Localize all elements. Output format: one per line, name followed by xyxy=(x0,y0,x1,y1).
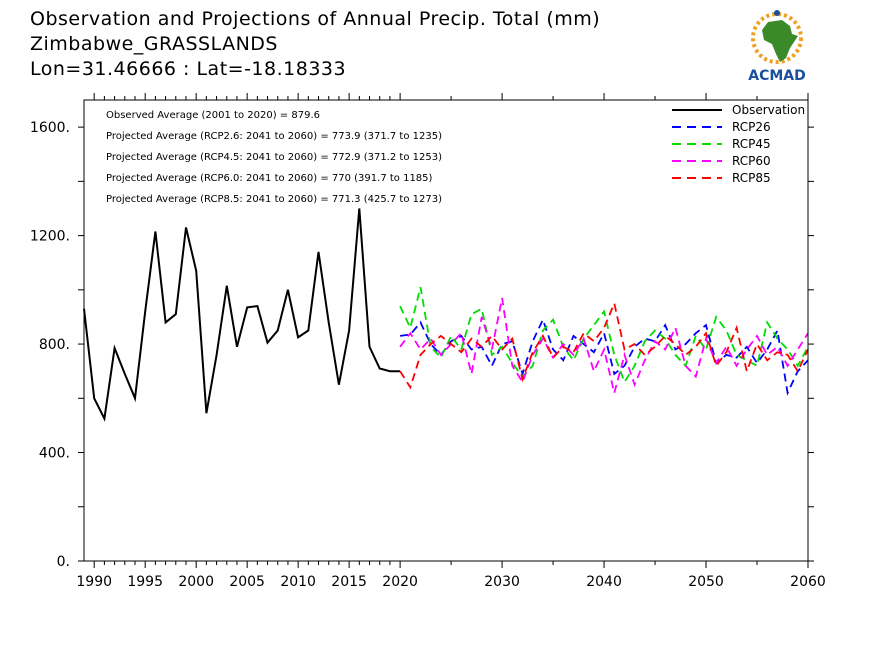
chart-subtitle-region: Zimbabwe_GRASSLANDS xyxy=(30,33,278,55)
annotation-average: Projected Average (RCP8.5: 2041 to 2060)… xyxy=(106,194,442,205)
x-tick-label: 2020 xyxy=(382,574,418,590)
x-tick-label: 2030 xyxy=(484,574,520,590)
x-tick-label: 2060 xyxy=(790,574,826,590)
legend-label: RCP85 xyxy=(732,171,771,185)
series-line-rcp26 xyxy=(399,317,809,396)
y-tick-label: 0. xyxy=(57,554,70,570)
x-tick-label: 2000 xyxy=(178,574,214,590)
annotation-average: Observed Average (2001 to 2020) = 879.6 xyxy=(106,110,320,121)
x-tick-label: 1990 xyxy=(76,574,112,590)
chart-title: Observation and Projections of Annual Pr… xyxy=(30,8,601,30)
legend-label: Observation xyxy=(732,103,805,117)
x-tick-label: 2005 xyxy=(229,574,265,590)
legend-label: RCP60 xyxy=(732,154,771,168)
series-line-observation xyxy=(83,208,401,422)
annotation-average: Projected Average (RCP6.0: 2041 to 2060)… xyxy=(106,173,433,184)
legend-label: RCP45 xyxy=(732,137,771,151)
y-tick-label: 1600. xyxy=(30,120,70,136)
chart-subtitle-coordinates: Lon=31.46666 : Lat=-18.18333 xyxy=(30,58,347,80)
x-tick-label: 2040 xyxy=(586,574,622,590)
x-tick-label: 2050 xyxy=(688,574,724,590)
x-tick-label: 2015 xyxy=(331,574,367,590)
y-tick-label: 800. xyxy=(39,337,70,353)
y-tick-label: 400. xyxy=(39,446,70,462)
logo-text: ACMAD xyxy=(748,68,806,84)
africa-map-logo: ACMAD xyxy=(748,10,806,84)
series-line-rcp45 xyxy=(399,286,809,385)
series-line-rcp85 xyxy=(399,300,809,390)
x-tick-label: 1995 xyxy=(127,574,163,590)
x-tick-label: 2010 xyxy=(280,574,316,590)
annotation-average: Projected Average (RCP2.6: 2041 to 2060)… xyxy=(106,131,442,142)
annotation-average: Projected Average (RCP4.5: 2041 to 2060)… xyxy=(106,152,442,163)
series-line-rcp60 xyxy=(399,297,809,394)
y-tick-label: 1200. xyxy=(30,229,70,245)
legend-label: RCP26 xyxy=(732,120,771,134)
plot-frame xyxy=(83,99,809,562)
